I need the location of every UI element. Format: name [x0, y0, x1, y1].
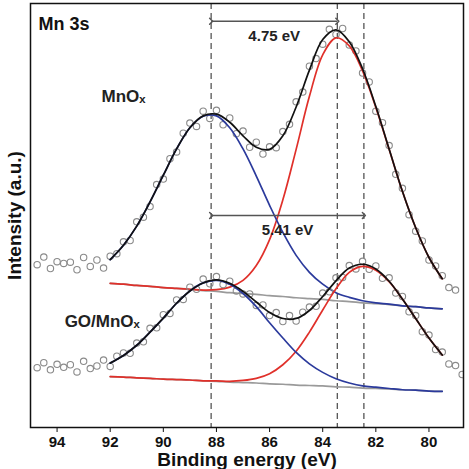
svg-text:MnOₓ: MnOₓ	[101, 87, 146, 106]
svg-text:94: 94	[49, 433, 66, 450]
svg-text:86: 86	[261, 433, 278, 451]
svg-text:4.75 eV: 4.75 eV	[248, 27, 300, 44]
svg-text:Binding energy (eV): Binding energy (eV)	[157, 449, 336, 469]
svg-text:82: 82	[367, 433, 384, 450]
svg-text:90: 90	[155, 433, 172, 451]
svg-text:92: 92	[102, 433, 119, 450]
svg-text:GO/MnOₓ: GO/MnOₓ	[65, 312, 141, 331]
svg-text:88: 88	[208, 433, 225, 451]
svg-text:80: 80	[421, 433, 438, 450]
svg-text:84: 84	[314, 433, 332, 451]
svg-text:5.41 eV: 5.41 eV	[262, 221, 314, 238]
svg-text:Intensity (a.u.): Intensity (a.u.)	[4, 151, 25, 280]
svg-text:Mn 3s: Mn 3s	[39, 14, 90, 34]
